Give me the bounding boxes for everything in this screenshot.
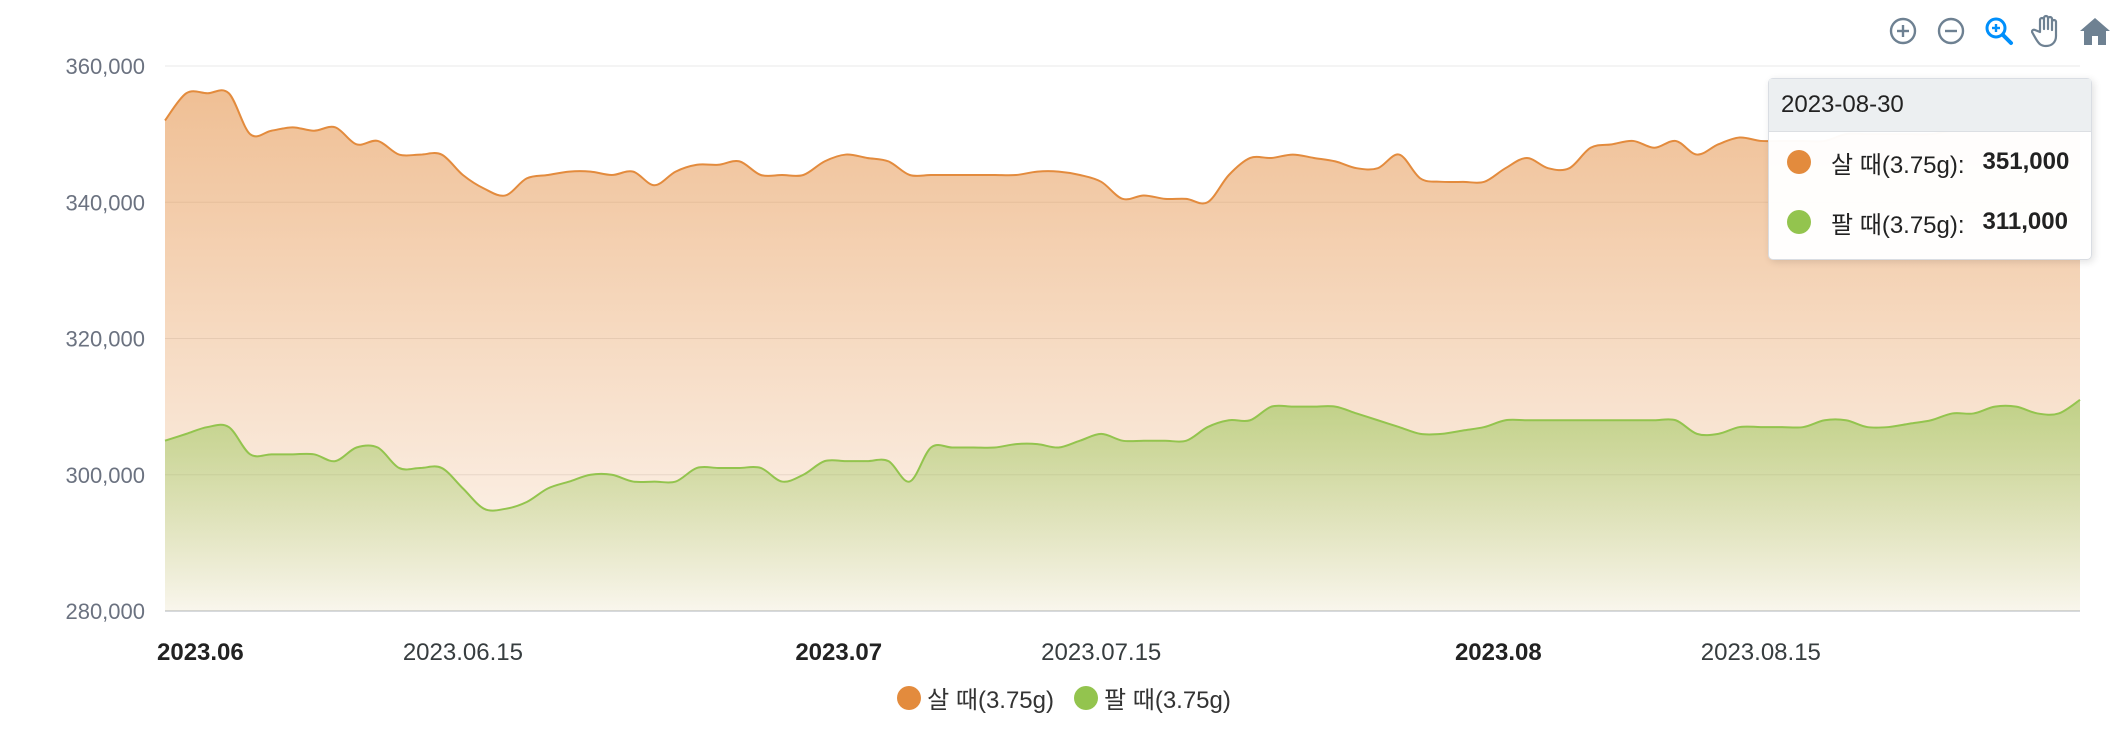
tooltip-row-buy: 살 때(3.75g): 351,000 — [1769, 132, 2091, 192]
tooltip-row-sell: 팔 때(3.75g): 311,000 — [1769, 192, 2091, 252]
sell-marker-icon — [1074, 685, 1098, 710]
y-tick-label: 320,000 — [65, 327, 145, 352]
x-tick-label: 2023.07.15 — [1041, 639, 1161, 666]
series-layer — [164, 89, 2081, 611]
legend-item-buy[interactable]: 살 때(3.75g) — [897, 680, 1054, 715]
zoom-in-icon[interactable] — [1884, 12, 1922, 50]
x-tick-label: 2023.06.15 — [403, 639, 523, 666]
tooltip: 2023-08-30 살 때(3.75g): 351,000 팔 때(3.75g… — [1768, 78, 2092, 260]
zoom-select-icon[interactable] — [1980, 12, 2018, 50]
series-line-1[interactable] — [164, 398, 2081, 512]
tooltip-label: 팔 때(3.75g): — [1831, 211, 1965, 239]
x-tick-label: 2023.07 — [795, 639, 882, 666]
y-tick-label: 280,000 — [65, 599, 145, 624]
tooltip-label: 살 때(3.75g): — [1831, 151, 1965, 179]
home-reset-icon[interactable] — [2076, 12, 2114, 50]
legend-label: 살 때(3.75g) — [927, 687, 1054, 714]
buy-marker-icon — [897, 685, 922, 710]
pan-hand-icon[interactable] — [2028, 12, 2066, 50]
tooltip-date: 2023-08-30 — [1769, 79, 2091, 132]
x-tick-label: 2023.08.15 — [1701, 639, 1821, 666]
y-tick-label: 360,000 — [65, 54, 145, 79]
x-tick-label: 2023.06 — [157, 639, 244, 666]
legend-item-sell[interactable]: 팔 때(3.75g) — [1074, 680, 1231, 715]
y-tick-label: 340,000 — [65, 190, 145, 215]
tooltip-value: 351,000 — [1982, 148, 2070, 175]
legend-label: 팔 때(3.75g) — [1104, 687, 1231, 714]
zoom-out-icon[interactable] — [1932, 12, 1970, 50]
y-tick-label: 300,000 — [65, 463, 145, 488]
axis-labels: 280,000 300,000 320,000 340,000 360,000 2023.… — [65, 54, 1820, 666]
sell-marker-icon — [1787, 210, 1811, 234]
legend: 살 때(3.75g) 팔 때(3.75g) — [0, 680, 2128, 715]
x-tick-label: 2023.08 — [1455, 639, 1542, 666]
chart-toolbar — [1884, 12, 2114, 50]
tooltip-value: 311,000 — [1982, 208, 2068, 235]
series-line-0[interactable] — [164, 89, 2081, 205]
series-area-1 — [165, 399, 2080, 611]
buy-marker-icon — [1787, 150, 1811, 174]
